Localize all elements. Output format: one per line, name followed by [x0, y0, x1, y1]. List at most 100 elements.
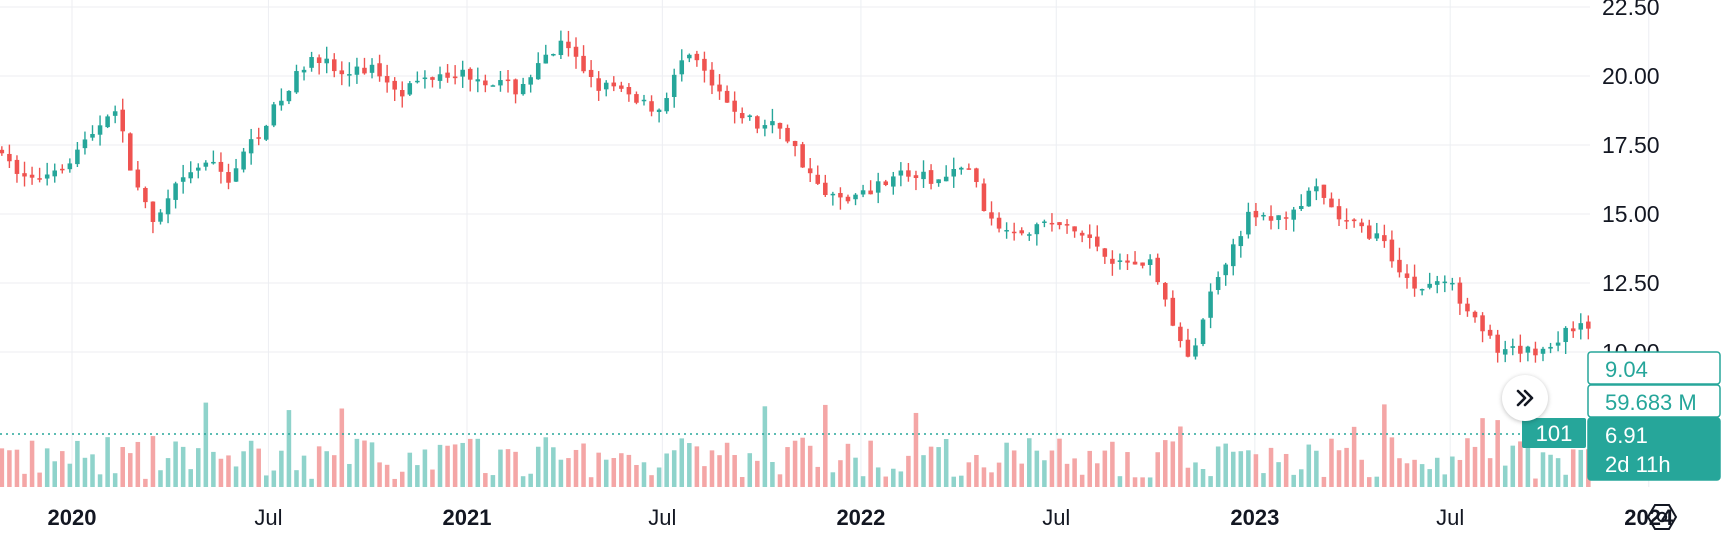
volume-bar — [1193, 462, 1198, 487]
volume-bar — [535, 446, 541, 487]
volume-bar — [75, 440, 80, 487]
volume-bar — [1057, 438, 1062, 487]
candle-body — [573, 46, 579, 57]
candle-body — [694, 53, 700, 61]
price-candles — [0, 30, 1591, 363]
candle-body — [1412, 276, 1417, 289]
volume-bar — [1434, 457, 1440, 487]
last-volume-tag-text: 59.683 M — [1605, 390, 1697, 415]
candle-body — [913, 175, 919, 179]
last-price-tag-text: 9.04 — [1605, 357, 1648, 382]
volume-bar — [67, 463, 73, 487]
volume-bar — [1064, 463, 1070, 487]
x-tick-label: 2021 — [443, 505, 492, 530]
volume-bar — [22, 473, 27, 487]
candle-body — [1125, 260, 1130, 263]
candle-body — [158, 212, 163, 222]
candle-body — [415, 80, 420, 83]
volume-bar — [875, 467, 881, 487]
volume-bar — [1465, 438, 1470, 487]
candle-body — [1434, 281, 1440, 285]
candle-body — [445, 72, 450, 78]
candle-body — [430, 77, 435, 80]
volume-bar — [150, 436, 156, 487]
volume-bar — [558, 459, 564, 487]
volume-bar — [1261, 473, 1266, 487]
candle-body — [702, 58, 707, 71]
candle-body — [603, 82, 609, 90]
scroll-to-realtime-button[interactable] — [1502, 375, 1548, 421]
volume-bar — [256, 448, 261, 487]
candle-body — [1314, 186, 1319, 192]
volume-bar — [1208, 476, 1213, 487]
volume-bar — [513, 451, 518, 487]
candle-body — [0, 149, 5, 154]
volume-bar — [422, 449, 428, 487]
volume-bar — [724, 442, 730, 487]
volume-bar — [694, 446, 700, 487]
candle-body — [271, 104, 277, 126]
volume-bar — [1117, 476, 1123, 487]
candle-body — [1366, 225, 1372, 239]
candle-body — [75, 149, 80, 165]
candle-body — [581, 55, 586, 72]
time-axis[interactable]: 2020 Jul 2021 Jul 2022 Jul 2023 Jul 2024 — [48, 505, 1674, 530]
volume-bar — [112, 473, 118, 487]
candle-body — [135, 169, 141, 188]
candle-body — [1087, 234, 1092, 238]
volume-bar — [467, 438, 473, 487]
candle-body — [324, 58, 329, 64]
candle-body — [22, 173, 27, 177]
volume-bar — [838, 460, 843, 487]
volume-bar — [1042, 460, 1047, 487]
candle-body — [1072, 226, 1077, 232]
volume-bar — [203, 402, 209, 487]
candle-body — [528, 77, 533, 85]
price-tags: 9.04 59.683 M 6.91 2d 11h 101 — [0, 351, 1721, 481]
candle-body — [860, 190, 866, 195]
volume-bar — [1283, 453, 1289, 487]
candle-body — [1404, 273, 1410, 278]
candle-body — [513, 79, 518, 95]
candle-body — [1117, 260, 1123, 262]
candle-body — [1027, 234, 1032, 236]
volume-bar — [634, 464, 639, 487]
chart-settings-button[interactable] — [1644, 500, 1680, 534]
candle-body — [196, 167, 201, 171]
volume-bar — [1336, 450, 1342, 487]
volume-bar — [1578, 449, 1584, 487]
y-tick-label: 17.50 — [1602, 132, 1660, 158]
volume-bar — [1291, 474, 1296, 487]
candle-body — [286, 90, 292, 102]
candle-body — [44, 174, 50, 179]
volume-bar — [1525, 443, 1531, 487]
volume-bar — [369, 442, 375, 487]
candle-body — [1570, 328, 1576, 332]
volume-bar — [37, 472, 42, 487]
candle-body — [14, 159, 20, 174]
candle-body — [1525, 346, 1531, 353]
candle-body — [1518, 345, 1523, 354]
candle-body — [853, 194, 858, 200]
candle-body — [1540, 348, 1546, 354]
candle-body — [906, 170, 911, 177]
volume-bar — [543, 437, 549, 487]
candle-body — [1140, 262, 1145, 266]
volume-bar — [407, 452, 413, 487]
volume-bar — [785, 447, 790, 487]
candle-body — [1336, 206, 1342, 220]
volume-bar — [588, 477, 594, 487]
candle-body — [1555, 342, 1561, 346]
candle-body — [558, 40, 564, 56]
volume-bar — [1533, 478, 1538, 487]
candle-body — [483, 80, 488, 86]
volume-bar — [800, 437, 805, 487]
volume-bar — [90, 454, 95, 487]
candle-body — [649, 101, 654, 112]
x-tick-label: 2023 — [1230, 505, 1279, 530]
candle-body — [52, 170, 57, 177]
volume-bar — [1034, 450, 1040, 487]
